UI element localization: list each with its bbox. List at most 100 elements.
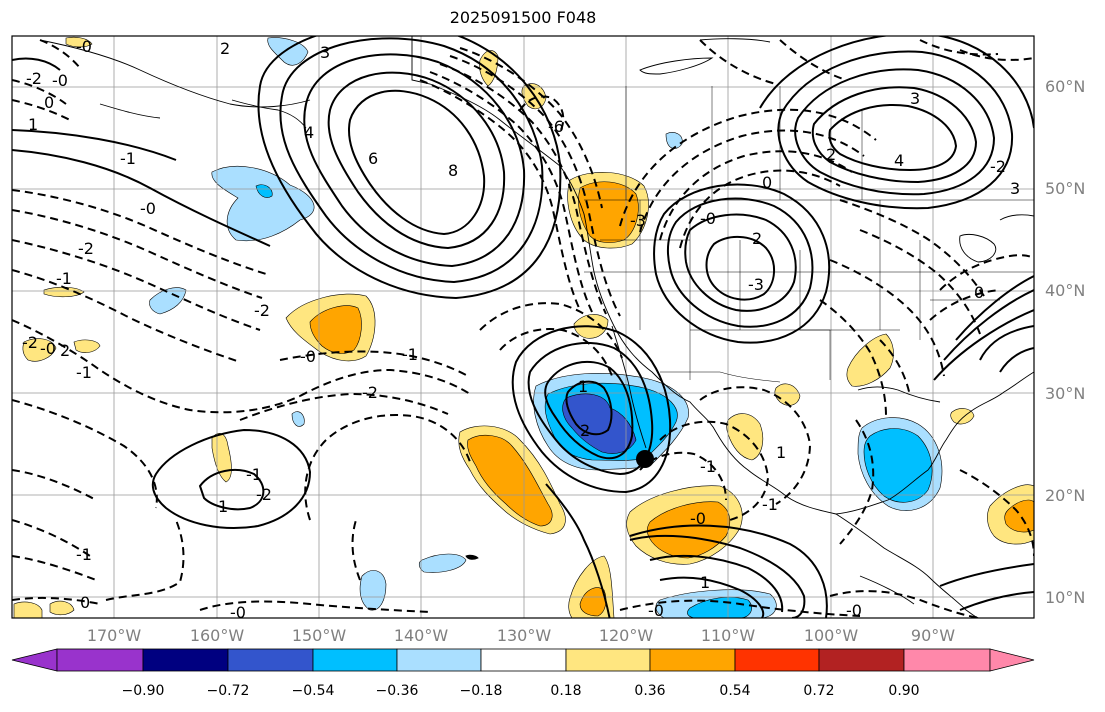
shade-light-blue bbox=[149, 287, 187, 315]
shade-blue bbox=[863, 428, 933, 503]
shade-yellow bbox=[73, 339, 101, 353]
contour-label: -0 bbox=[140, 199, 156, 218]
colorbar-segment bbox=[227, 648, 314, 672]
shade-orange bbox=[309, 305, 362, 354]
contour-label: 2 bbox=[826, 145, 836, 164]
shade-dark-blue bbox=[562, 393, 637, 454]
map-background bbox=[12, 36, 1034, 618]
contour-label: -1 bbox=[402, 345, 418, 364]
lon-label: 140°W bbox=[393, 626, 449, 645]
map-title: 2025091500 F048 bbox=[449, 8, 597, 27]
contour-label: -2 bbox=[256, 485, 272, 504]
shade-orange bbox=[579, 587, 607, 617]
shade-yellow bbox=[13, 601, 43, 618]
contour-label: -0 bbox=[690, 509, 706, 528]
colorbar-segment bbox=[818, 648, 905, 672]
shade-orange bbox=[467, 434, 553, 527]
contour-label: -1 bbox=[120, 149, 136, 168]
shade-orange bbox=[1004, 499, 1034, 533]
contour-label: 6 bbox=[368, 149, 378, 168]
contour-label: 3 bbox=[910, 89, 920, 108]
lon-label: 160°W bbox=[189, 626, 245, 645]
contour-label: 4 bbox=[304, 123, 314, 142]
shade-light-blue bbox=[291, 411, 305, 427]
colorbar-segment bbox=[903, 648, 991, 672]
contour-label: -2 bbox=[78, 239, 94, 258]
colorbar-segment bbox=[56, 648, 144, 672]
contour-label: 0 bbox=[762, 173, 772, 192]
contour-label: -0 bbox=[846, 601, 862, 620]
contour-label: -2 bbox=[22, 333, 38, 352]
lon-label: 100°W bbox=[803, 626, 859, 645]
contour-label: -1 bbox=[762, 495, 778, 514]
political-borders bbox=[584, 86, 1034, 383]
contour-label: 3 bbox=[1010, 179, 1020, 198]
contour-label: -2 bbox=[26, 69, 42, 88]
contour-label: 1 bbox=[700, 573, 710, 592]
colorbar-segment bbox=[312, 648, 398, 672]
lon-label: 90°W bbox=[910, 626, 956, 645]
colorbar-tick-label: −0.72 bbox=[206, 683, 250, 699]
shade-light-blue bbox=[418, 553, 467, 573]
colorbar-extend-low bbox=[11, 648, 58, 672]
contour-label: 4 bbox=[894, 151, 904, 170]
lon-label: 170°W bbox=[86, 626, 142, 645]
contour-label: 1 bbox=[578, 377, 588, 396]
contour-label: -1 bbox=[700, 457, 716, 476]
colorbar-segment bbox=[396, 648, 482, 672]
contour-label: -2 bbox=[990, 157, 1006, 176]
shade-blue bbox=[687, 596, 752, 618]
contour-label: -0 bbox=[700, 209, 716, 228]
lat-label: 50°N bbox=[1045, 179, 1086, 198]
shade-blue bbox=[255, 184, 273, 198]
colorbar-tick-label: −0.90 bbox=[121, 683, 165, 699]
contour-label: 0 bbox=[80, 593, 90, 612]
contour-label: -2 bbox=[362, 383, 378, 402]
colorbar-segment bbox=[480, 648, 567, 672]
contour-label: -0 bbox=[300, 347, 316, 366]
contour-label: -0 bbox=[230, 603, 246, 622]
contour-label: -0 bbox=[76, 37, 92, 56]
lat-label: 40°N bbox=[1045, 281, 1086, 300]
contour-label: -1 bbox=[56, 269, 72, 288]
shade-yellow bbox=[726, 413, 764, 461]
lon-label: 150°W bbox=[291, 626, 347, 645]
contour-label: -3 bbox=[630, 211, 646, 230]
shade-yellow bbox=[22, 338, 57, 362]
colorbar-tick-label: 0.90 bbox=[888, 683, 920, 699]
colorbar-segment bbox=[142, 648, 229, 672]
contour-label: -0 bbox=[52, 71, 68, 90]
contour-label: 2 bbox=[220, 39, 230, 58]
contour-label: -1 bbox=[246, 465, 262, 484]
contour-label: 2 bbox=[752, 229, 762, 248]
shade-yellow bbox=[846, 333, 894, 387]
shade-orange bbox=[646, 501, 731, 559]
shade-yellow bbox=[950, 408, 975, 425]
contour-label-layer: -0 2 3 -2 -0 1 0 -1 4 6 8 -0 -2 -1 -2 -6… bbox=[22, 37, 1020, 622]
colorbar-segment bbox=[649, 648, 736, 672]
colorbar-tick-label: 0.36 bbox=[634, 683, 666, 699]
colorbar-tick-label: 0.72 bbox=[803, 683, 835, 699]
colorbar-tick-label: 0.18 bbox=[550, 683, 582, 699]
lat-label: 60°N bbox=[1045, 77, 1086, 96]
contour-label: 0 bbox=[44, 93, 54, 112]
shade-yellow bbox=[65, 36, 93, 48]
location-marker bbox=[636, 450, 654, 468]
contour-label: -0 bbox=[648, 601, 664, 620]
contour-label: 2 bbox=[580, 421, 590, 440]
shading-layer bbox=[13, 36, 1034, 618]
colorbar-segment bbox=[734, 648, 820, 672]
contour-label: -1 bbox=[76, 545, 92, 564]
lon-label: 120°W bbox=[598, 626, 654, 645]
colorbar bbox=[11, 648, 1035, 672]
shade-light-blue bbox=[211, 166, 315, 242]
contour-label: 2 bbox=[60, 341, 70, 360]
shade-yellow bbox=[43, 286, 85, 298]
shade-light-blue bbox=[665, 132, 683, 149]
contour-label: 1 bbox=[218, 497, 228, 516]
shade-light-blue bbox=[359, 570, 387, 611]
map-border bbox=[11, 35, 1035, 619]
colorbar-tick-label: 0.54 bbox=[719, 683, 751, 699]
shade-yellow bbox=[49, 600, 75, 616]
colorbar-extend-high bbox=[989, 648, 1035, 672]
